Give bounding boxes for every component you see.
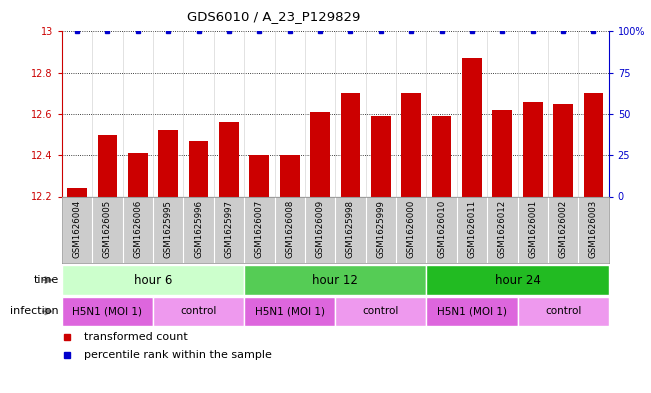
Text: GSM1625997: GSM1625997	[225, 200, 234, 258]
Text: hour 24: hour 24	[495, 274, 540, 286]
Bar	[371, 116, 391, 196]
Text: H5N1 (MOI 1): H5N1 (MOI 1)	[255, 307, 325, 316]
Bar	[583, 94, 603, 196]
Text: transformed count: transformed count	[84, 332, 187, 342]
Bar	[401, 94, 421, 196]
Bar	[518, 297, 609, 326]
Bar	[462, 58, 482, 196]
Bar	[158, 130, 178, 196]
Text: percentile rank within the sample: percentile rank within the sample	[84, 350, 271, 360]
Bar	[553, 104, 573, 196]
Bar	[311, 112, 330, 196]
Text: GSM1626009: GSM1626009	[316, 200, 325, 258]
Bar	[62, 265, 244, 295]
Bar	[189, 141, 208, 196]
Text: GDS6010 / A_23_P129829: GDS6010 / A_23_P129829	[187, 10, 360, 23]
Bar	[523, 101, 542, 196]
Text: GSM1626010: GSM1626010	[437, 200, 446, 258]
Text: GSM1626001: GSM1626001	[528, 200, 537, 258]
Text: GSM1626000: GSM1626000	[407, 200, 416, 258]
Bar	[492, 110, 512, 196]
Text: GSM1626005: GSM1626005	[103, 200, 112, 258]
Bar	[153, 297, 244, 326]
Bar	[432, 116, 452, 196]
Bar	[340, 94, 361, 196]
Bar	[98, 134, 117, 196]
Text: infection: infection	[10, 307, 59, 316]
Text: GSM1626006: GSM1626006	[133, 200, 143, 258]
Text: control: control	[180, 307, 217, 316]
Text: GSM1625996: GSM1625996	[194, 200, 203, 258]
Bar	[335, 297, 426, 326]
Text: GSM1625999: GSM1625999	[376, 200, 385, 258]
Text: hour 6: hour 6	[134, 274, 172, 286]
Text: control: control	[363, 307, 399, 316]
Text: GSM1626003: GSM1626003	[589, 200, 598, 258]
Text: H5N1 (MOI 1): H5N1 (MOI 1)	[437, 307, 507, 316]
Bar	[62, 297, 153, 326]
Bar	[244, 297, 335, 326]
Text: GSM1626011: GSM1626011	[467, 200, 477, 258]
Text: time: time	[33, 275, 59, 285]
Text: GSM1626007: GSM1626007	[255, 200, 264, 258]
Text: GSM1626012: GSM1626012	[498, 200, 507, 258]
Bar	[244, 265, 426, 295]
Bar	[280, 155, 299, 196]
Text: H5N1 (MOI 1): H5N1 (MOI 1)	[72, 307, 143, 316]
Text: GSM1626008: GSM1626008	[285, 200, 294, 258]
Bar	[219, 122, 239, 196]
Bar	[249, 155, 270, 196]
Text: GSM1626004: GSM1626004	[72, 200, 81, 258]
Bar	[128, 153, 148, 196]
Text: GSM1625998: GSM1625998	[346, 200, 355, 258]
Text: GSM1625995: GSM1625995	[163, 200, 173, 258]
Text: GSM1626002: GSM1626002	[559, 200, 568, 258]
Bar	[426, 297, 518, 326]
Text: control: control	[545, 307, 581, 316]
Bar	[67, 188, 87, 196]
Text: hour 12: hour 12	[312, 274, 358, 286]
Bar	[426, 265, 609, 295]
